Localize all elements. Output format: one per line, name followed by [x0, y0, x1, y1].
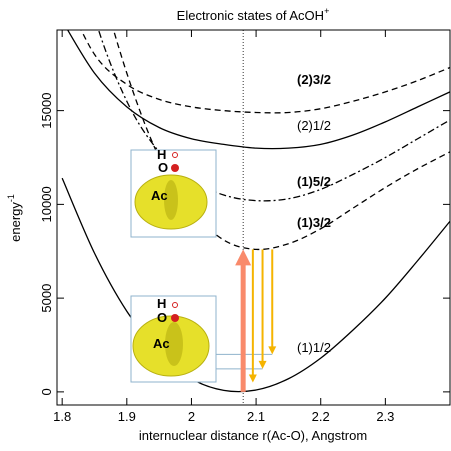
- ylabel-text: energy: [8, 202, 23, 242]
- atom-h: [173, 303, 178, 308]
- inset-label: Ac: [153, 336, 170, 351]
- arrow-head: [259, 361, 267, 369]
- x-tick-label: 1.8: [53, 409, 71, 424]
- y-tick-label: 0: [39, 388, 54, 395]
- state-label: (1)3/2: [297, 215, 331, 230]
- x-tick-label: 2.2: [312, 409, 330, 424]
- arrow-head: [249, 375, 257, 383]
- x-tick-label: 1.9: [118, 409, 136, 424]
- y-tick-label: 15000: [39, 93, 54, 129]
- state-label: (1)5/2: [297, 174, 331, 189]
- x-tick-label: 2.3: [376, 409, 394, 424]
- atom-o: [171, 164, 179, 172]
- energy-curve: [62, 178, 450, 392]
- inset-label: O: [158, 160, 168, 175]
- ylabel-superscript: -1: [6, 194, 16, 202]
- inset-label: Ac: [151, 188, 168, 203]
- x-axis-label: internuclear distance r(Ac-O), Angstrom: [139, 428, 367, 443]
- atom-h: [173, 153, 178, 158]
- title-superscript: +: [324, 6, 329, 16]
- chart-title: Electronic states of AcOH+: [177, 6, 330, 23]
- energy-curve: [62, 21, 450, 149]
- y-axis-label: energy-1: [6, 194, 23, 242]
- chart: Electronic states of AcOH+ internuclear …: [0, 0, 451, 446]
- state-label: (2)1/2: [297, 118, 331, 133]
- y-tick-label: 5000: [39, 284, 54, 313]
- plot-area: [62, 0, 450, 405]
- arrow-head: [268, 346, 276, 354]
- title-text: Electronic states of AcOH: [177, 8, 324, 23]
- inset-label: H: [157, 296, 166, 311]
- state-label: (1)1/2: [297, 340, 331, 355]
- y-tick-label: 10000: [39, 186, 54, 222]
- inset: H O Ac: [131, 147, 216, 237]
- x-tick-label: 2.1: [247, 409, 265, 424]
- inset-label: O: [157, 310, 167, 325]
- inset: H O Ac: [131, 296, 216, 382]
- arrow-head: [235, 249, 251, 265]
- insets: H O Ac H O Ac: [131, 147, 216, 382]
- state-label: (2)3/2: [297, 72, 331, 87]
- x-tick-label: 2: [188, 409, 195, 424]
- energy-curve: [62, 0, 450, 249]
- atom-o: [171, 314, 179, 322]
